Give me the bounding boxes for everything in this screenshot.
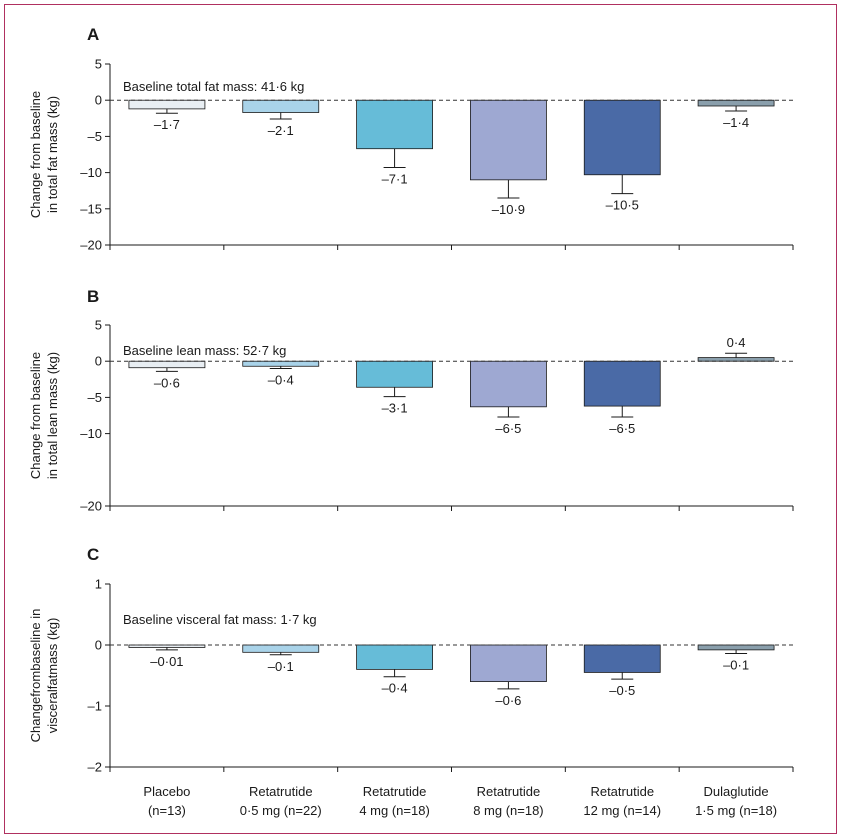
data-label: –7·1: [382, 172, 408, 187]
category-label: Retatrutide: [249, 784, 313, 799]
category-label: 0·5 mg (n=22): [240, 803, 322, 818]
data-label: –3·1: [382, 401, 408, 416]
data-label: –6·5: [609, 421, 635, 436]
y-tick-label: –5: [88, 390, 102, 405]
bar: [583, 644, 661, 673]
data-label: –0·1: [268, 659, 294, 674]
y-tick-label: –20: [80, 499, 102, 514]
bar: [583, 360, 661, 407]
data-label: –10·5: [606, 198, 639, 213]
bar: [470, 99, 547, 181]
data-label: –2·1: [268, 123, 294, 138]
y-tick-label: 1: [95, 577, 102, 592]
y-tick-label: 0: [95, 354, 102, 369]
y-axis-label: Change from baseline: [28, 352, 43, 479]
data-label: –0·6: [495, 693, 521, 708]
data-label: –1·7: [154, 117, 180, 132]
category-label: Retatrutide: [363, 784, 427, 799]
panel-c: C Changefrombaseline in visceralfatmass (k…: [28, 545, 794, 775]
bar: [242, 360, 320, 367]
bar: [470, 644, 547, 682]
y-axis-label: visceralfatmass (kg): [45, 618, 60, 734]
data-label: –0·1: [723, 658, 749, 673]
y-tick-label: –1: [88, 699, 102, 714]
figure-frame: [4, 4, 837, 834]
y-tick-label: –10: [80, 426, 102, 441]
data-label: –10·9: [492, 202, 525, 217]
category-label: Retatrutide: [477, 784, 541, 799]
y-axis-label: in total lean mass (kg): [45, 352, 60, 479]
category-label: 4 mg (n=18): [359, 803, 429, 818]
bar: [242, 99, 320, 113]
y-tick-label: –5: [88, 129, 102, 144]
category-label: (n=13): [148, 803, 186, 818]
y-tick-label: 0: [95, 93, 102, 108]
category-label: 12 mg (n=14): [583, 803, 661, 818]
data-label: –6·5: [495, 421, 521, 436]
baseline-annotation: Baseline visceral fat mass: 1·7 kg: [123, 612, 317, 627]
data-label: –0·4: [268, 372, 294, 387]
y-tick-label: 0: [95, 638, 102, 653]
category-label: 1·5 mg (n=18): [695, 803, 777, 818]
bar: [697, 644, 775, 651]
baseline-annotation: Baseline lean mass: 52·7 kg: [123, 343, 286, 358]
bar: [697, 99, 775, 107]
bar: [128, 360, 206, 369]
y-tick-label: –10: [80, 165, 102, 180]
data-label: –0·4: [382, 681, 408, 696]
bar: [128, 99, 206, 110]
bar: [356, 99, 433, 150]
y-tick-label: –20: [80, 238, 102, 253]
panel-letter: C: [87, 545, 99, 564]
y-tick-label: 5: [95, 57, 102, 72]
data-label: 0·4: [727, 335, 746, 350]
y-tick-label: –15: [80, 201, 102, 216]
y-tick-label: –2: [88, 760, 102, 775]
bar: [583, 99, 661, 176]
panel-b: B Change from baseline in total lean mass …: [28, 287, 794, 514]
category-label: Placebo: [143, 784, 190, 799]
y-axis-label: Change from baseline: [28, 91, 43, 218]
bar: [470, 360, 547, 408]
bar: [697, 357, 775, 362]
panel-letter: A: [87, 25, 99, 44]
y-axis-label: Changefrombaseline in: [28, 609, 43, 743]
category-label: 8 mg (n=18): [473, 803, 543, 818]
bar: [356, 644, 433, 670]
bar: [356, 360, 433, 388]
panel-a: A Change from baseline in total fat mass (…: [28, 25, 794, 253]
y-tick-label: 5: [95, 318, 102, 333]
y-axis-label: in total fat mass (kg): [45, 96, 60, 213]
data-label: –0·5: [609, 683, 635, 698]
baseline-annotation: Baseline total fat mass: 41·6 kg: [123, 79, 304, 94]
panel-letter: B: [87, 287, 99, 306]
data-label: –0·6: [154, 375, 180, 390]
category-label: Retatrutide: [590, 784, 654, 799]
category-label: Dulaglutide: [704, 784, 769, 799]
x-category-labels: Placebo (n=13) Retatrutide 0·5 mg (n=22) Ret…: [143, 784, 777, 818]
bar: [242, 644, 320, 653]
data-label: –0·01: [150, 654, 183, 669]
data-label: –1·4: [723, 115, 749, 130]
